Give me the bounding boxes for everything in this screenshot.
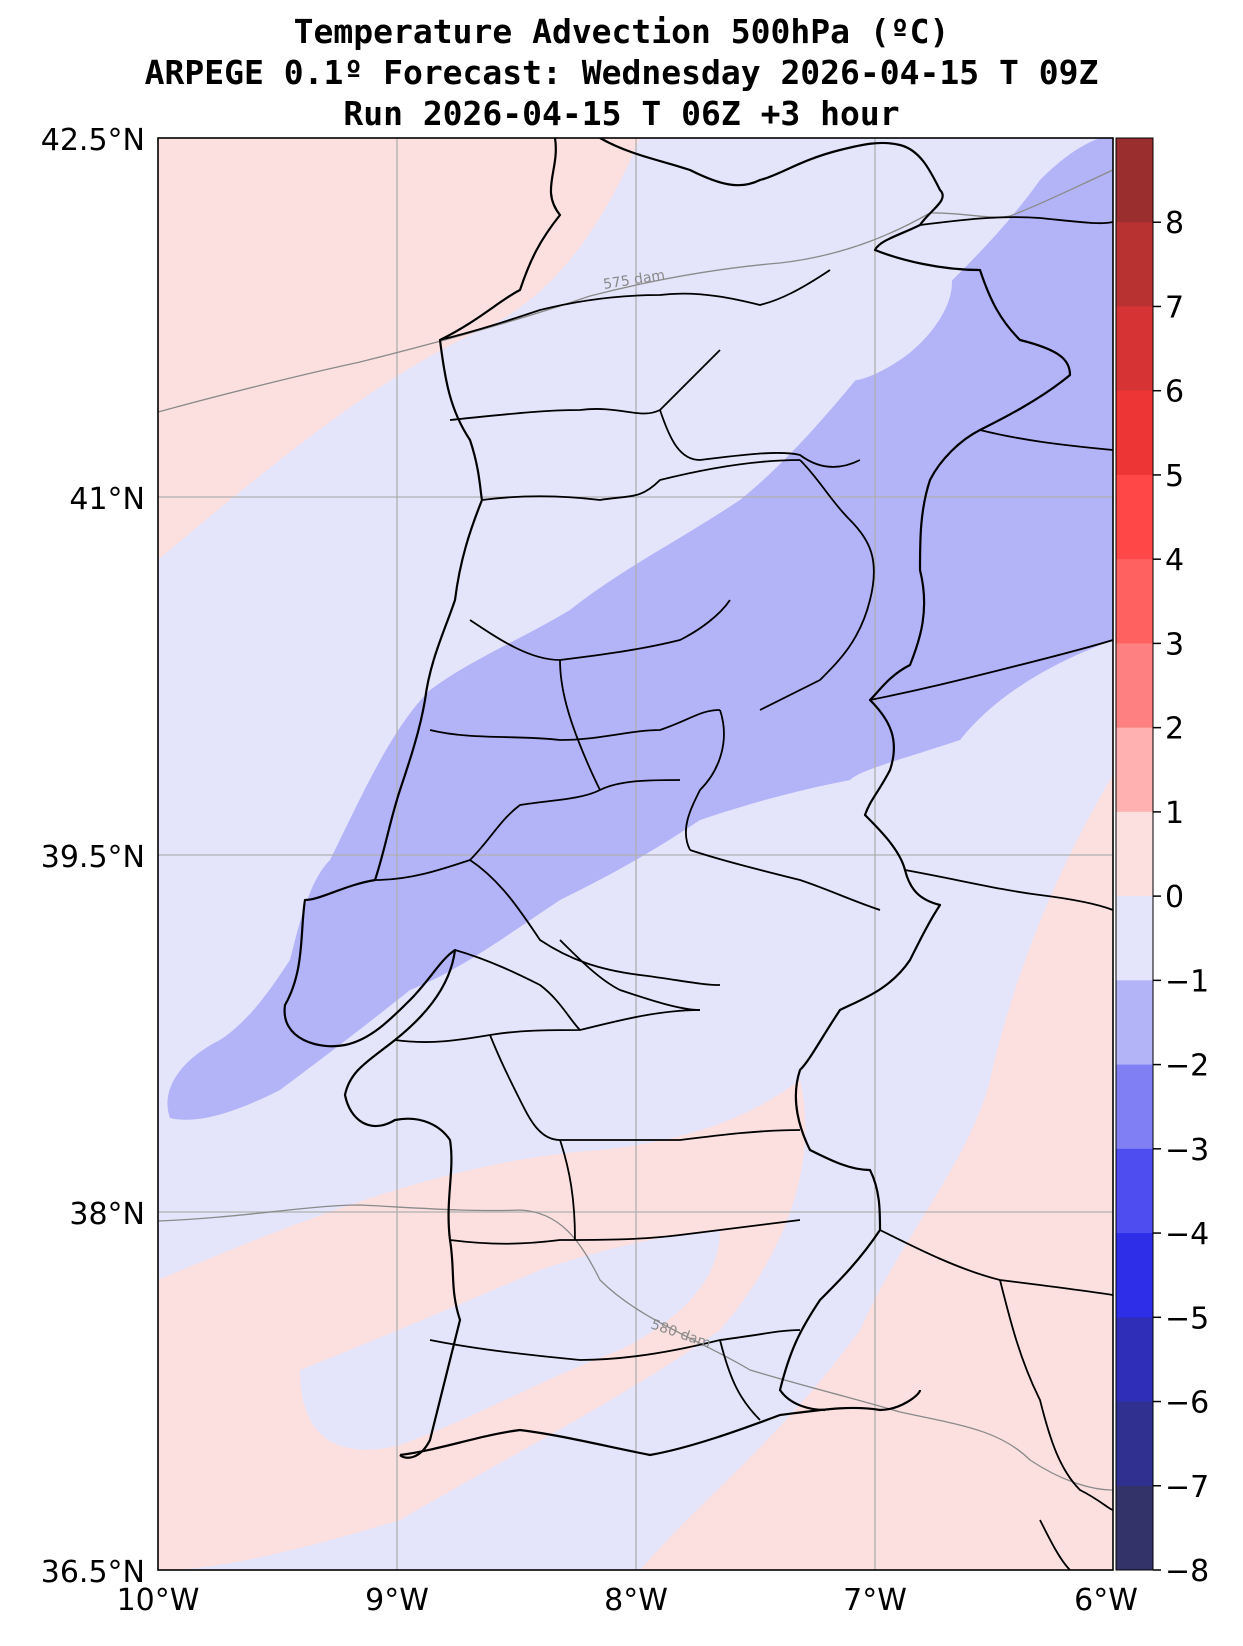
colorbar-segment [1116,811,1153,897]
colorbar-segment [1116,980,1153,1066]
south-coast [399,1389,922,1457]
map-frame [157,137,1114,1571]
lon-tick-label: 8°W [604,1583,668,1618]
country-borders [283,138,1072,1459]
colorbar-segment [1116,390,1153,476]
colorbar-tick-label: −2 [1165,1049,1209,1084]
graticule [158,138,1113,1570]
lon-tick-label: 9°W [365,1583,429,1618]
district-borders [374,216,1113,1570]
colorbar-tick-label: −1 [1165,964,1209,999]
colorbar-tick-label: 3 [1165,627,1184,662]
lon-tick-label: 7°W [843,1583,907,1618]
colorbar-segment [1116,896,1153,981]
colorbar-tick-label: 7 [1165,290,1184,325]
shade-pos-southeast [640,775,1113,1570]
lon-tick-label: 10°W [117,1583,200,1618]
colorbar-tick-label: 5 [1165,459,1184,494]
colorbar-tick-label: −8 [1165,1554,1209,1589]
colorbar-segment [1116,1485,1153,1571]
colorbar-tick-label: −7 [1165,1470,1209,1505]
map-area: 575 dam 580 dam [158,138,1113,1570]
colorbar-tick-label: −6 [1165,1386,1209,1421]
colorbar-segment [1116,1148,1153,1234]
lat-axis: 42.5°N 41°N 39.5°N 38°N 36.5°N [41,123,145,1590]
colorbar-tick-label: −3 [1165,1133,1209,1168]
coastline [283,138,562,1459]
east-border [599,138,1072,1412]
colorbar-tick-label: 0 [1165,880,1184,915]
chart-title-line3: Run 2026-04-15 T 06Z +3 hour [343,94,900,133]
colorbar-segment [1116,1401,1153,1487]
shade-neg-south-coast [300,1230,720,1450]
colorbar-frame [1115,137,1154,1571]
colorbar-segment [1116,1233,1153,1318]
lat-tick-label: 39.5°N [41,840,145,875]
colorbar-tick-label: 1 [1165,796,1184,831]
colorbar-segment [1116,1317,1153,1403]
colorbar [1115,137,1161,1571]
colorbar-tick-label: −5 [1165,1301,1209,1336]
colorbar-tick-label: 2 [1165,712,1184,747]
contour-580 [158,1204,1113,1491]
lon-axis: 10°W 9°W 8°W 7°W 6°W [117,1583,1138,1618]
colorbar-segment [1116,1064,1153,1150]
shade-pos-northwest [158,138,640,560]
lat-tick-label: 38°N [69,1197,145,1232]
colorbar-tick-label: 8 [1165,206,1184,241]
shade-neg-band [167,138,1113,1120]
chart-title-line1: Temperature Advection 500hPa (ºC) [293,12,950,51]
colorbar-segment [1116,643,1153,729]
colorbar-segment [1116,559,1153,644]
colorbar-segment [1116,474,1153,560]
lat-tick-label: 41°N [69,482,145,517]
lat-tick-label: 42.5°N [41,123,145,158]
colorbar-segment [1116,306,1153,392]
colorbar-tick-label: 6 [1165,375,1184,410]
colorbar-tick-label: −4 [1165,1217,1209,1252]
colorbar-labels: 8 7 6 5 4 3 2 1 0 −1 −2 −3 −4 −5 −6 −7 −8 [1165,206,1209,1589]
lat-tick-label: 36.5°N [41,1555,145,1590]
colorbar-segment [1116,727,1153,813]
colorbar-segment [1116,222,1153,307]
chart-title-line2: ARPEGE 0.1º Forecast: Wednesday 2026-04-… [144,53,1099,92]
lon-tick-label: 6°W [1074,1583,1138,1618]
shade-neg-0-1-island [820,255,952,381]
colorbar-segment [1116,138,1153,223]
colorbar-tick-label: 4 [1165,543,1184,578]
